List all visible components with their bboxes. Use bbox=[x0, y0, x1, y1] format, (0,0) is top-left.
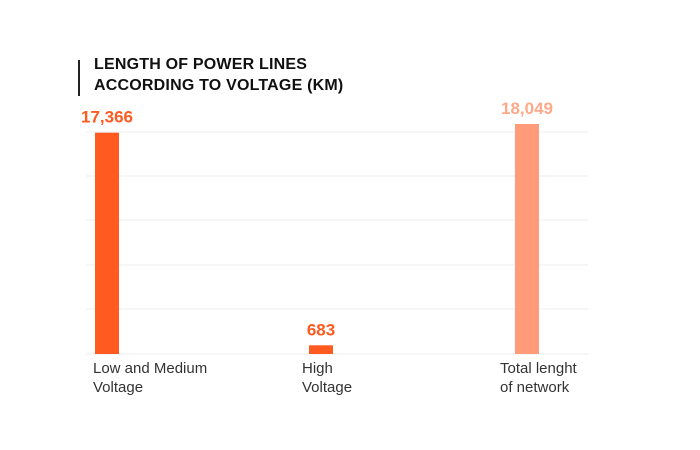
bar-1 bbox=[95, 132, 119, 354]
category-label-3-line-1: Total lenght bbox=[500, 360, 577, 377]
category-label-2-line-1: High bbox=[302, 360, 333, 377]
category-label-1-line-1: Low and Medium bbox=[93, 360, 208, 377]
value-labels: 17,366 683 18,049 bbox=[81, 99, 553, 339]
chart-title-line-2: ACCORDING TO VOLTAGE (KM) bbox=[94, 77, 344, 94]
value-label-2: 683 bbox=[307, 320, 335, 339]
category-label-2-line-2: Voltage bbox=[302, 379, 353, 396]
value-label-3: 18,049 bbox=[501, 99, 553, 118]
bar-2 bbox=[309, 345, 333, 354]
gridlines bbox=[86, 131, 588, 355]
category-label-1-line-2: Voltage bbox=[93, 379, 144, 396]
bar-3 bbox=[515, 124, 539, 354]
value-label-1: 17,366 bbox=[81, 108, 133, 127]
chart-title-line-1: LENGTH OF POWER LINES bbox=[94, 56, 308, 73]
category-label-3-line-2: of network bbox=[500, 379, 570, 396]
title-accent-bar bbox=[78, 60, 80, 96]
bars bbox=[95, 124, 539, 354]
